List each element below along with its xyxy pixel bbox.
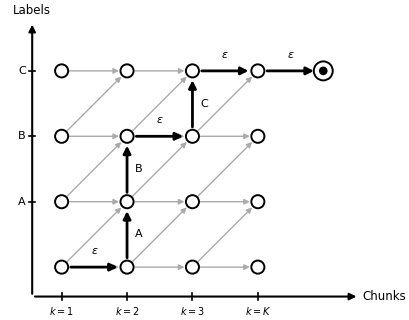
- Text: A: A: [18, 197, 26, 207]
- Circle shape: [185, 195, 198, 208]
- Text: $k=K$: $k=K$: [244, 305, 270, 317]
- Circle shape: [185, 130, 198, 143]
- Circle shape: [120, 195, 133, 208]
- Text: B: B: [18, 131, 26, 141]
- Circle shape: [55, 195, 68, 208]
- Circle shape: [319, 67, 326, 75]
- Circle shape: [185, 260, 198, 274]
- Text: $k=1$: $k=1$: [49, 305, 74, 317]
- Circle shape: [55, 64, 68, 77]
- Text: $\varepsilon$: $\varepsilon$: [90, 246, 98, 256]
- Circle shape: [120, 64, 133, 77]
- Circle shape: [251, 130, 264, 143]
- Text: C: C: [200, 99, 207, 108]
- Circle shape: [251, 64, 264, 77]
- Text: $\varepsilon$: $\varepsilon$: [221, 50, 228, 60]
- Text: A: A: [135, 229, 142, 239]
- Text: $k=3$: $k=3$: [180, 305, 204, 317]
- Text: C: C: [18, 66, 26, 76]
- Circle shape: [120, 260, 133, 274]
- Circle shape: [185, 64, 198, 77]
- Circle shape: [251, 195, 264, 208]
- Circle shape: [313, 61, 332, 80]
- Text: B: B: [135, 164, 142, 174]
- Circle shape: [251, 260, 264, 274]
- Circle shape: [55, 130, 68, 143]
- Circle shape: [120, 130, 133, 143]
- Circle shape: [55, 260, 68, 274]
- Text: Labels: Labels: [13, 4, 51, 17]
- Text: Chunks: Chunks: [362, 290, 405, 303]
- Text: $\varepsilon$: $\varepsilon$: [286, 50, 294, 60]
- Text: $\varepsilon$: $\varepsilon$: [155, 115, 163, 125]
- Text: $k=2$: $k=2$: [115, 305, 139, 317]
